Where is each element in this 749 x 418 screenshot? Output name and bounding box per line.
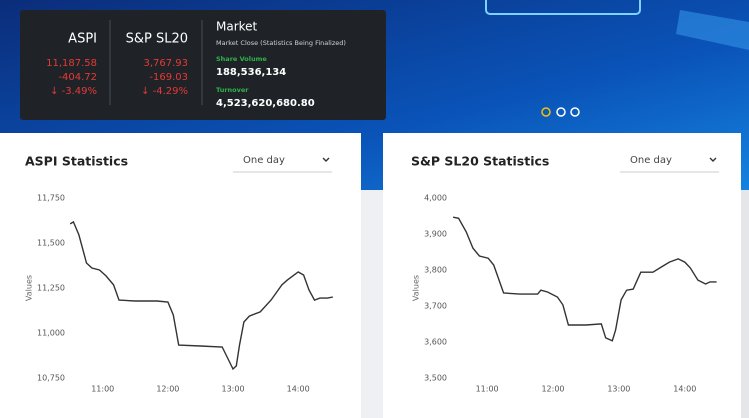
index-name: S&P SL20 xyxy=(126,32,188,47)
x-tick-label: 14:00 xyxy=(673,385,696,394)
chart-title: S&P SL20 Statistics xyxy=(411,154,549,169)
x-tick-label: 13:00 xyxy=(221,385,244,394)
chart-title: ASPI Statistics xyxy=(25,154,128,169)
market-status: Market Close (Statistics Being Finalized… xyxy=(216,39,346,47)
y-tick-label: 10,750 xyxy=(37,374,65,383)
dropdown-chevron[interactable] xyxy=(709,157,717,162)
line-series xyxy=(69,220,334,371)
x-tick-label: 14:00 xyxy=(287,385,310,394)
index-value: 3,767.93 xyxy=(143,58,188,69)
y-axis-label: Values xyxy=(412,275,421,301)
x-tick-label: 11:00 xyxy=(91,385,114,394)
line-series xyxy=(452,216,717,342)
y-tick-label: 3,900 xyxy=(424,230,447,239)
turnover: 4,523,620,680.80 xyxy=(216,98,315,109)
y-tick-label: 3,600 xyxy=(424,337,447,346)
y-tick-label: 11,250 xyxy=(37,284,65,293)
summary-panel xyxy=(20,10,386,120)
x-tick-label: 12:00 xyxy=(541,385,564,394)
y-axis-label: Values xyxy=(25,275,34,301)
dropdown-chevron[interactable] xyxy=(322,157,330,162)
carousel-dot[interactable] xyxy=(556,107,566,117)
banner-button[interactable] xyxy=(485,0,641,15)
y-tick-label: 11,000 xyxy=(37,329,65,338)
y-tick-label: 11,750 xyxy=(37,194,65,203)
y-tick-label: 3,700 xyxy=(424,301,447,310)
y-tick-label: 4,000 xyxy=(424,194,447,203)
index-value: 11,187.58 xyxy=(46,58,97,69)
chart-card xyxy=(0,133,361,418)
index-percent: ↓ -3.49% xyxy=(50,86,97,97)
share-volume-label: Share Volume xyxy=(216,55,267,63)
banner-decoration xyxy=(676,10,749,50)
y-tick-label: 11,500 xyxy=(37,239,65,248)
x-tick-label: 11:00 xyxy=(476,385,499,394)
carousel-dot[interactable] xyxy=(541,107,551,117)
y-tick-label: 3,500 xyxy=(424,373,447,382)
index-change: -169.03 xyxy=(149,72,188,83)
dropdown-label[interactable]: One day xyxy=(630,155,672,166)
x-tick-label: 12:00 xyxy=(156,385,179,394)
index-name: ASPI xyxy=(68,32,97,47)
chart-card xyxy=(383,133,741,418)
y-tick-label: 3,800 xyxy=(424,266,447,275)
turnover-label: Turnover xyxy=(216,86,249,94)
dropdown-label[interactable]: One day xyxy=(243,155,285,166)
index-percent: ↓ -4.29% xyxy=(141,86,188,97)
market-title: Market xyxy=(216,20,258,34)
scrollbar xyxy=(741,190,749,418)
carousel-dot[interactable] xyxy=(570,107,580,117)
share-volume: 188,536,134 xyxy=(216,67,286,78)
x-tick-label: 13:00 xyxy=(607,385,630,394)
index-change: -404.72 xyxy=(58,72,97,83)
